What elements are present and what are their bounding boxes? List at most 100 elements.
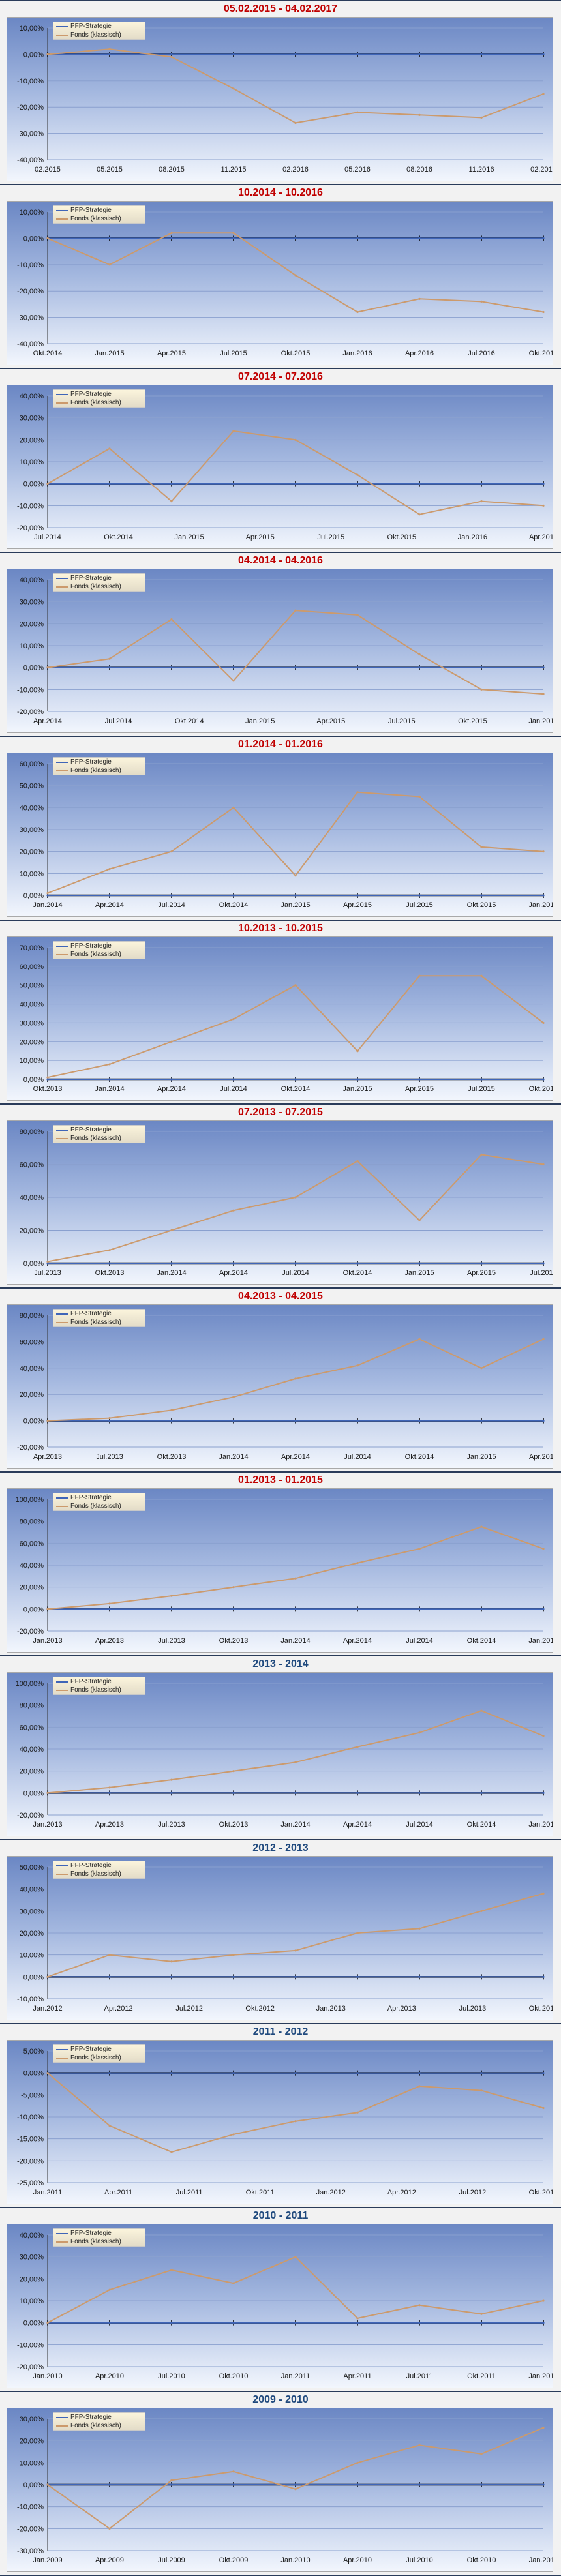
x-tick-label: Okt.2012 bbox=[529, 2189, 553, 2196]
x-tick-label: Jan.2015 bbox=[175, 533, 204, 541]
data-point-fonds bbox=[46, 1076, 49, 1079]
x-tick-label: Okt.2014 bbox=[104, 533, 133, 541]
chart-title: 07.2014 - 07.2016 bbox=[238, 371, 323, 382]
data-point-fonds bbox=[294, 2256, 297, 2258]
x-tick-label: Jan.2015 bbox=[466, 1453, 496, 1461]
data-point-fonds bbox=[170, 500, 173, 503]
data-point-pfp bbox=[170, 1975, 173, 1978]
y-tick-label: -10,00% bbox=[17, 686, 44, 694]
data-point-fonds bbox=[480, 846, 483, 848]
data-point-fonds bbox=[480, 2089, 483, 2092]
legend-swatch bbox=[56, 26, 68, 27]
data-point-pfp bbox=[418, 1262, 421, 1265]
data-point-fonds bbox=[418, 653, 421, 656]
data-point-pfp bbox=[418, 666, 421, 669]
x-tick-label: Jan.2015 bbox=[404, 1269, 434, 1277]
data-point-fonds bbox=[356, 614, 359, 616]
y-tick-label: 60,00% bbox=[20, 1540, 44, 1548]
data-point-pfp bbox=[418, 237, 421, 239]
panel-separator bbox=[0, 920, 561, 921]
legend-item-pfp-strategie: PFP-Strategie bbox=[53, 2413, 145, 2421]
data-point-pfp bbox=[170, 237, 173, 239]
data-point-fonds bbox=[480, 1153, 483, 1156]
chart-area: 10,00% 0,00% -10,00% -20,00% -30,00% -40,00% O… bbox=[7, 201, 553, 365]
y-tick-label: 100,00% bbox=[16, 1680, 44, 1688]
x-tick-label: Jan.2015 bbox=[245, 717, 275, 725]
data-point-fonds bbox=[46, 2072, 49, 2074]
data-point-pfp bbox=[480, 1078, 483, 1081]
chart-panel: 07.2014 - 07.2016 40,00% 30,00% 20,00% 10,00… bbox=[0, 369, 561, 553]
data-point-fonds bbox=[480, 2313, 483, 2315]
y-tick-label: 10,00% bbox=[20, 209, 44, 217]
data-point-pfp bbox=[542, 237, 545, 239]
legend-label: PFP-Strategie bbox=[70, 2414, 112, 2421]
data-point-fonds bbox=[170, 55, 173, 59]
data-point-pfp bbox=[418, 1975, 421, 1978]
y-tick-label: 20,00% bbox=[20, 1227, 44, 1235]
chart-svg: 80,00%60,00%40,00%20,00%0,00%-20,00%Apr.… bbox=[17, 1312, 553, 1461]
y-tick-label: 5,00% bbox=[23, 2048, 44, 2056]
chart-title: 01.2013 - 01.2015 bbox=[238, 1475, 323, 1486]
y-tick-label: 60,00% bbox=[20, 1161, 44, 1169]
x-tick-label: Apr.2015 bbox=[246, 533, 275, 541]
chart-area: 40,00% 30,00% 20,00% 10,00% 0,00% -10,00% -20,… bbox=[7, 385, 553, 549]
data-point-pfp bbox=[232, 1975, 235, 1978]
legend-label: PFP-Strategie bbox=[70, 1678, 112, 1685]
series-line-fonds bbox=[47, 1526, 544, 1610]
data-point-fonds bbox=[418, 2085, 421, 2088]
legend-item-pfp-strategie: PFP-Strategie bbox=[53, 22, 145, 31]
x-tick-label: Jan.2011 bbox=[33, 2189, 62, 2196]
x-tick-label: Jan.2013 bbox=[33, 1637, 62, 1645]
y-tick-label: -20,00% bbox=[17, 1628, 44, 1636]
x-tick-label: Okt.2015 bbox=[281, 350, 311, 357]
x-tick-label: Apr.2010 bbox=[343, 2556, 372, 2564]
data-point-pfp bbox=[418, 53, 421, 55]
panel-separator bbox=[0, 1103, 561, 1105]
data-point-fonds bbox=[46, 1791, 49, 1794]
data-point-pfp bbox=[542, 1975, 545, 1978]
legend-swatch bbox=[56, 770, 68, 771]
chart-area: 80,00% 60,00% 40,00% 20,00% 0,00% Jul.2013 Okt… bbox=[7, 1120, 553, 1285]
x-tick-label: Jan.2011 bbox=[529, 2556, 553, 2564]
x-tick-label: Jul.2013 bbox=[459, 2005, 487, 2013]
x-tick-label: Jan.2014 bbox=[33, 901, 62, 909]
x-tick-label: Okt.2013 bbox=[219, 1637, 249, 1645]
chart-panel: 2009 - 2010 30,00% 20,00% 10,00% 0,00% -10,00… bbox=[0, 2392, 561, 2576]
data-point-pfp bbox=[232, 1608, 235, 1610]
x-tick-label: Jan.2012 bbox=[316, 2189, 346, 2196]
data-point-fonds bbox=[356, 2461, 359, 2464]
x-tick-label: Apr.2015 bbox=[316, 717, 345, 725]
data-point-pfp bbox=[356, 483, 359, 485]
y-tick-label: -30,00% bbox=[17, 130, 44, 138]
y-tick-label: -10,00% bbox=[17, 78, 44, 85]
legend-item-pfp-strategie: PFP-Strategie bbox=[53, 390, 145, 398]
data-point-pfp bbox=[170, 483, 173, 485]
data-point-fonds bbox=[46, 1608, 49, 1610]
legend-swatch bbox=[56, 35, 68, 36]
chart-title: 04.2013 - 04.2015 bbox=[238, 1291, 323, 1302]
y-tick-label: -10,00% bbox=[17, 1996, 44, 2003]
data-point-pfp bbox=[232, 2072, 235, 2074]
y-tick-label: 20,00% bbox=[20, 1391, 44, 1399]
chart-legend: PFP-Strategie Fonds (klassisch) bbox=[53, 1125, 145, 1143]
panel-separator bbox=[0, 2575, 561, 2576]
y-tick-label: -20,00% bbox=[17, 2525, 44, 2533]
x-tick-label: Apr.2013 bbox=[33, 1453, 62, 1461]
panel-separator bbox=[0, 0, 561, 1]
data-point-fonds bbox=[294, 1577, 297, 1580]
data-point-pfp bbox=[418, 2483, 421, 2486]
data-point-fonds bbox=[170, 1595, 173, 1597]
data-point-fonds bbox=[108, 868, 111, 871]
data-point-pfp bbox=[294, 2072, 297, 2074]
x-tick-label: Jan.2011 bbox=[281, 2373, 310, 2380]
x-tick-label: Jul.2014 bbox=[282, 1269, 309, 1277]
legend-item-pfp-strategie: PFP-Strategie bbox=[53, 1677, 145, 1686]
y-tick-label: -10,00% bbox=[17, 2114, 44, 2121]
data-point-pfp bbox=[294, 1078, 297, 1081]
x-tick-label: Jan.2015 bbox=[280, 901, 310, 909]
legend-swatch bbox=[56, 2241, 68, 2243]
y-tick-label: -40,00% bbox=[17, 340, 44, 348]
data-point-pfp bbox=[232, 2322, 235, 2324]
y-tick-label: 30,00% bbox=[20, 415, 44, 423]
y-tick-label: 0,00% bbox=[23, 892, 44, 900]
